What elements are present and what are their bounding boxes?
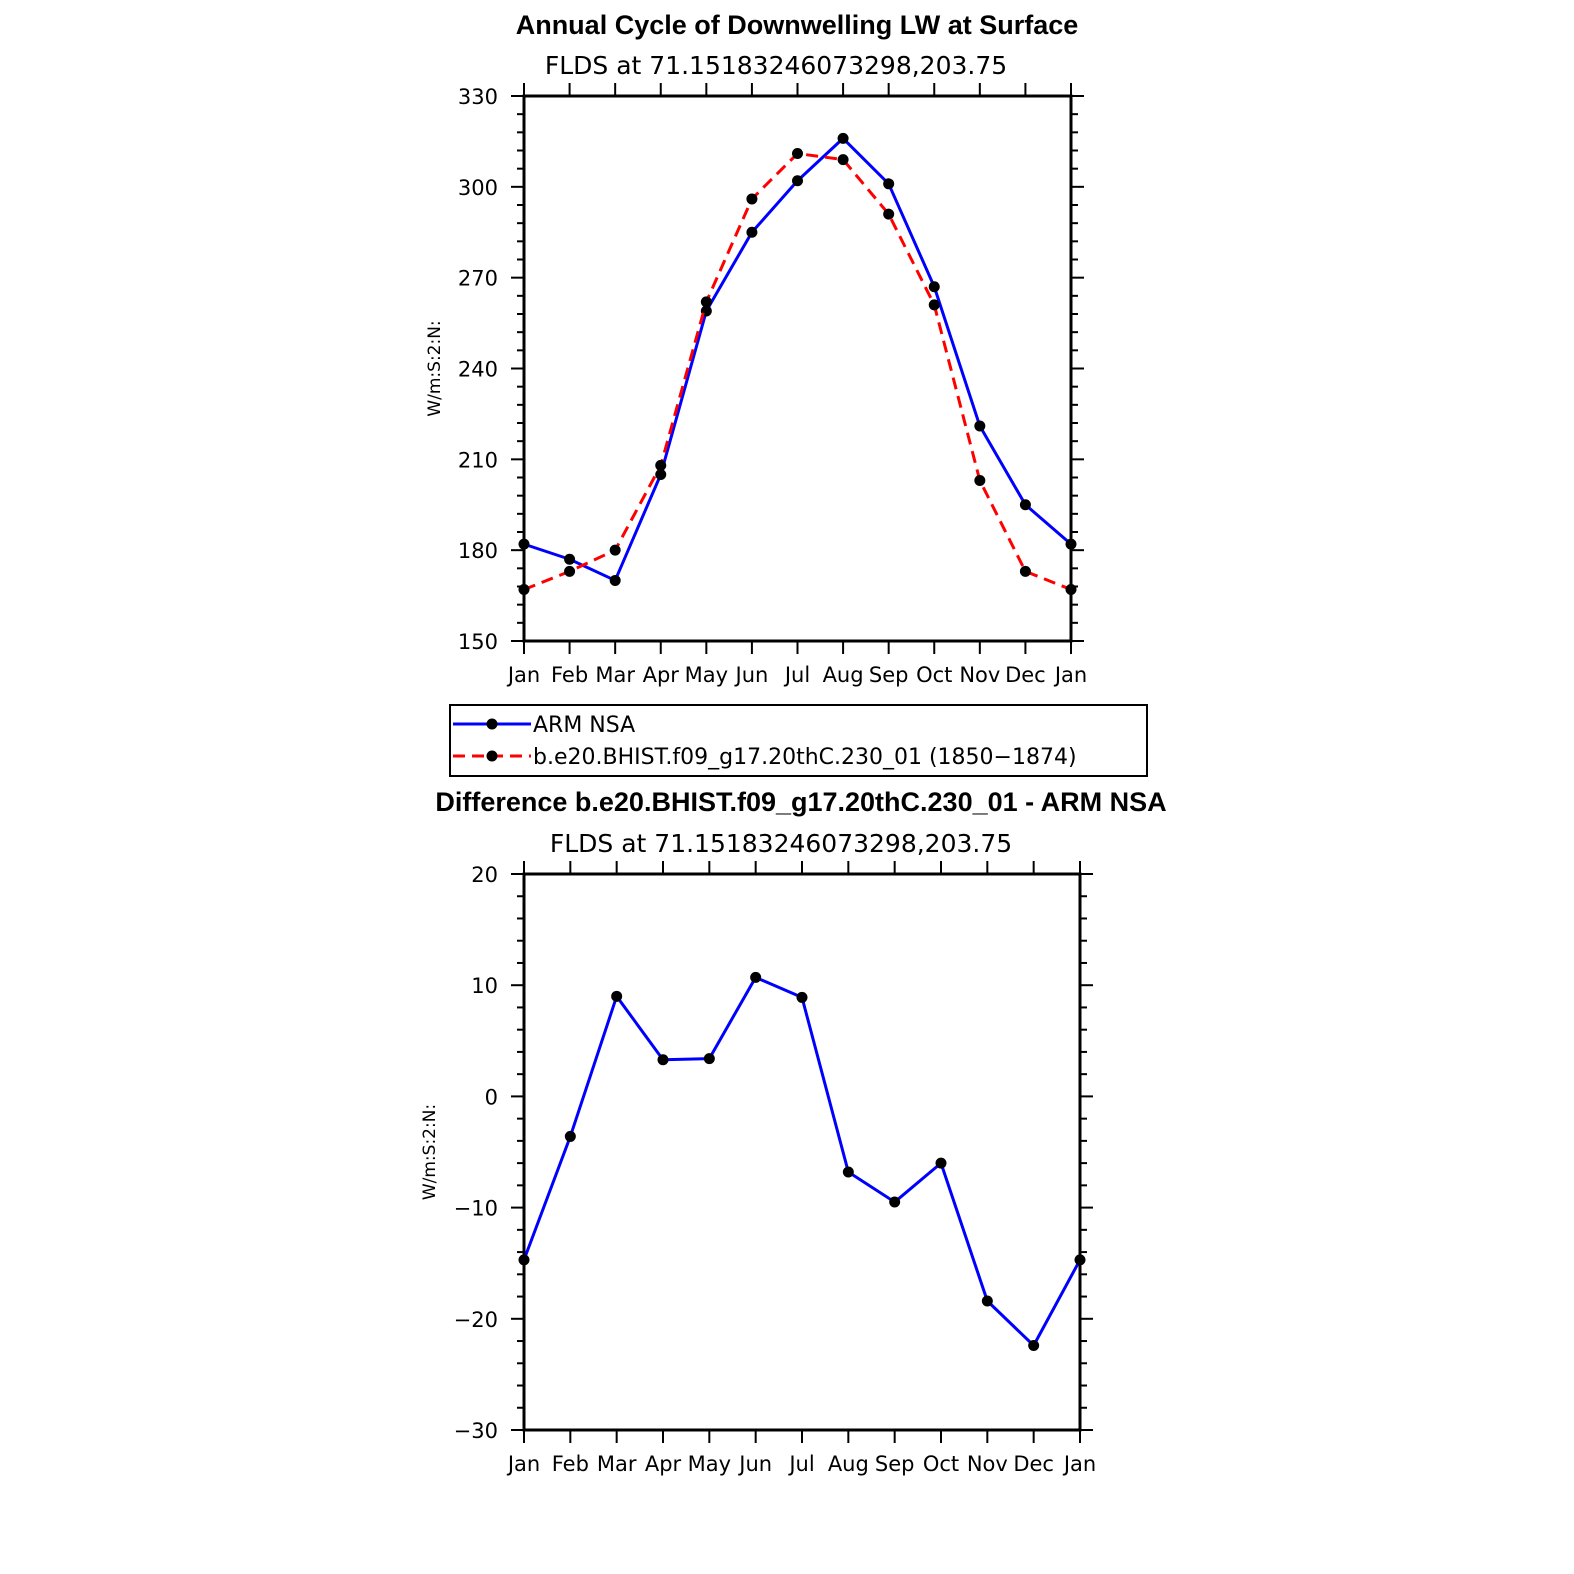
y-tick-label: 210	[458, 448, 498, 472]
x-tick-label: Dec	[1013, 1452, 1054, 1476]
x-tick-label: Mar	[595, 663, 635, 687]
data-point	[935, 1157, 947, 1169]
x-tick-label: Jan	[506, 1452, 540, 1476]
x-tick-label: Aug	[828, 1452, 869, 1476]
legend-entry: b.e20.BHIST.f09_g17.20thC.230_01 (1850−1…	[533, 745, 1077, 770]
legend-marker	[486, 718, 498, 730]
y-tick-label: 300	[458, 176, 498, 200]
x-tick-label: Sep	[875, 1452, 915, 1476]
data-point	[889, 1196, 901, 1208]
data-point	[703, 1053, 715, 1065]
data-point	[928, 299, 940, 311]
data-point	[837, 154, 849, 166]
x-tick-label: Jul	[783, 663, 810, 687]
data-point	[974, 475, 986, 487]
series-line-0	[523, 136, 1072, 582]
x-tick-label: May	[685, 663, 728, 687]
x-tick-label: Jan	[506, 663, 540, 687]
data-point	[655, 468, 667, 480]
x-tick-label: Apr	[643, 663, 680, 687]
x-tick-label: Jun	[737, 1452, 772, 1476]
annual-cycle-chart: Annual Cycle of Downwelling LW at Surfac…	[425, 10, 1087, 687]
data-point	[1065, 584, 1077, 596]
x-tick-label: Feb	[552, 1452, 589, 1476]
x-tick-label: Nov	[959, 663, 1000, 687]
y-tick-label: −10	[454, 1197, 498, 1221]
x-tick-label: May	[688, 1452, 731, 1476]
x-tick-label: Jan	[1053, 663, 1087, 687]
y-tick-label: 0	[485, 1085, 498, 1109]
data-point	[1074, 1254, 1086, 1266]
data-point	[609, 574, 621, 586]
data-point	[518, 538, 530, 550]
data-point	[792, 148, 803, 160]
data-point	[564, 565, 576, 577]
x-tick-label: Oct	[923, 1452, 959, 1476]
series-line-0	[522, 975, 1082, 1347]
chart-subtitle: FLDS at 71.15183246073298,203.75	[550, 829, 1012, 858]
data-point	[1019, 565, 1031, 577]
y-tick-label: 20	[471, 863, 498, 887]
x-tick-label: Apr	[645, 1452, 682, 1476]
y-tick-label: 270	[458, 267, 498, 291]
y-axis-label: W/m:S:2:N:	[425, 320, 445, 416]
chart-title: Difference b.e20.BHIST.f09_g17.20thC.230…	[435, 787, 1166, 817]
data-point	[611, 990, 623, 1002]
data-point	[1019, 499, 1031, 511]
legend-box	[449, 704, 1148, 777]
data-point	[792, 175, 803, 187]
y-tick-label: −30	[454, 1419, 498, 1443]
data-point	[700, 296, 712, 308]
data-point	[796, 991, 808, 1003]
legend: ARM NSA b.e20.BHIST.f09_g17.20thC.230_01 …	[449, 704, 1148, 777]
x-tick-label: Feb	[551, 663, 588, 687]
data-point	[883, 208, 895, 220]
data-point	[655, 459, 667, 471]
series-line-1	[523, 152, 1072, 591]
legend-marker	[486, 750, 498, 762]
data-point	[981, 1295, 993, 1307]
x-tick-label: Jan	[1062, 1452, 1096, 1476]
x-tick-label: Jul	[787, 1452, 814, 1476]
data-point	[1065, 538, 1077, 550]
y-tick-label: 180	[458, 539, 498, 563]
data-point	[746, 226, 758, 238]
x-tick-label: Jun	[734, 663, 769, 687]
y-tick-label: 330	[458, 85, 498, 109]
x-tick-label: Dec	[1005, 663, 1046, 687]
legend-entry: ARM NSA	[533, 713, 635, 738]
data-point	[564, 553, 576, 565]
y-axis-label: W/m:S:2:N:	[420, 1104, 440, 1200]
data-point	[518, 584, 530, 596]
data-point	[928, 281, 940, 293]
x-tick-label: Oct	[916, 663, 952, 687]
y-tick-label: 10	[471, 974, 498, 998]
x-tick-label: Aug	[823, 663, 864, 687]
data-point	[564, 1130, 576, 1142]
difference-chart: Difference b.e20.BHIST.f09_g17.20thC.230…	[420, 787, 1167, 1476]
data-point	[883, 178, 895, 190]
y-tick-label: 240	[458, 358, 498, 382]
data-point	[842, 1166, 854, 1178]
x-tick-label: Nov	[967, 1452, 1008, 1476]
chart-subtitle: FLDS at 71.15183246073298,203.75	[545, 51, 1007, 80]
chart-title: Annual Cycle of Downwelling LW at Surfac…	[516, 10, 1079, 40]
data-point	[750, 971, 762, 983]
plot-frame	[522, 872, 1082, 1432]
x-tick-label: Mar	[597, 1452, 637, 1476]
data-point	[518, 1254, 530, 1266]
data-point	[746, 193, 758, 205]
data-point	[837, 132, 849, 144]
data-point	[1028, 1339, 1040, 1351]
data-point	[974, 420, 986, 432]
y-tick-label: 150	[458, 630, 498, 654]
data-point	[609, 544, 621, 556]
y-tick-label: −20	[454, 1308, 498, 1332]
x-tick-label: Sep	[869, 663, 909, 687]
data-point	[657, 1054, 669, 1066]
